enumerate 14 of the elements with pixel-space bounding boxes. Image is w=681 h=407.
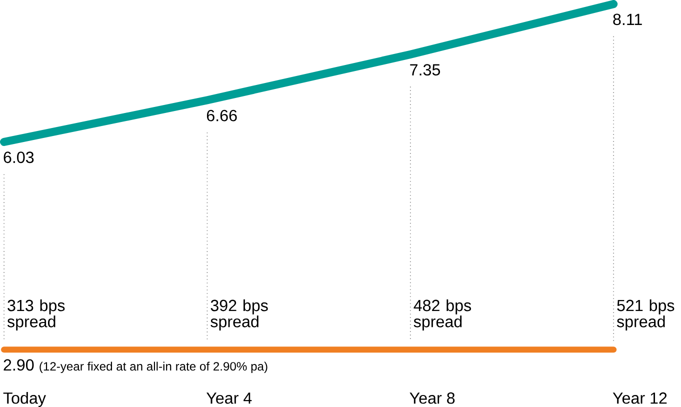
data-label: 6.03 bbox=[4, 152, 34, 164]
x-tick-label: Year 8 bbox=[410, 392, 455, 404]
annotation: 313 bps spread bbox=[7, 299, 65, 331]
x-tick-label: Year 4 bbox=[206, 392, 252, 404]
text: (12-year fixed at an all-in rate of 2.90% pa) bbox=[40, 362, 268, 374]
x-tick-label: Year 12 bbox=[612, 392, 667, 404]
annotation: 392 bps spread bbox=[210, 299, 268, 331]
annotation: 482 bps spread bbox=[414, 299, 472, 331]
data-label: 2.90 bbox=[4, 359, 34, 371]
data-label: 6.66 bbox=[206, 110, 237, 122]
x-tick-label: Today bbox=[3, 392, 46, 407]
text: 521 bps spread bbox=[616, 299, 674, 331]
data-label: 8.11 bbox=[613, 14, 642, 26]
data-label: 7.35 bbox=[410, 64, 440, 76]
